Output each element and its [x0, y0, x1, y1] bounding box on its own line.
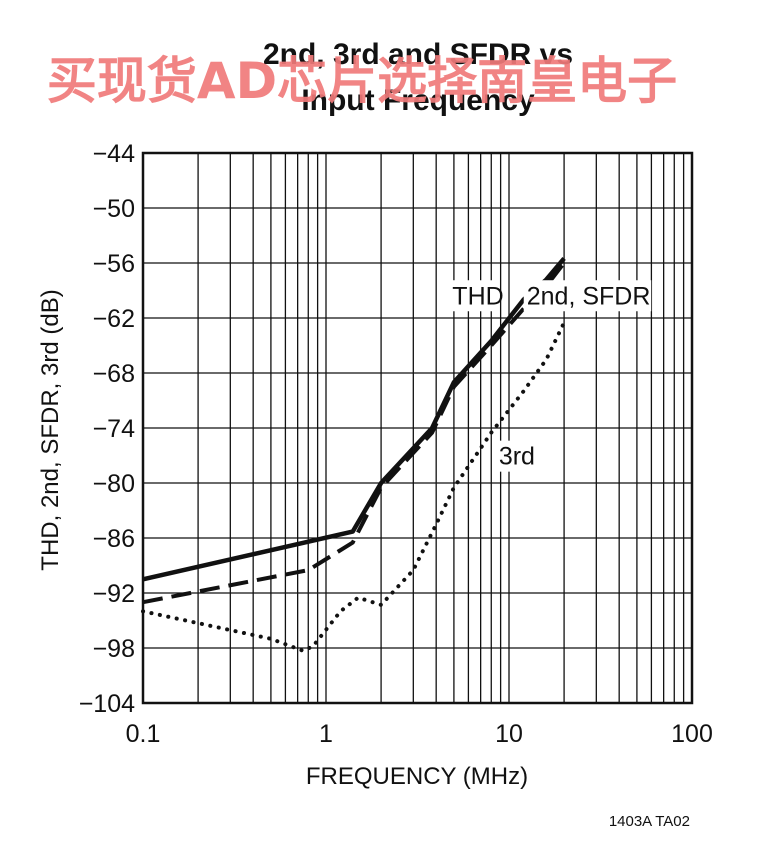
- series-label-background: [449, 280, 496, 312]
- grid: [143, 153, 692, 703]
- y-tick-label: −68: [93, 360, 135, 388]
- y-tick-label: −56: [93, 250, 135, 278]
- series-label: THD: [452, 282, 503, 310]
- series-label-background: [495, 440, 543, 472]
- x-axis-label: FREQUENCY (MHz): [306, 763, 528, 790]
- y-tick-label: −92: [93, 580, 135, 608]
- series-label: 2nd, SFDR: [527, 282, 651, 310]
- series-labels: THD 2nd, SFDR 3rd: [449, 280, 652, 472]
- x-tick-label: 10: [495, 720, 523, 748]
- chart-title-line-1: 2nd, 3rd and SFDR vs: [263, 38, 573, 71]
- watermark-text: 买现货AD芯片选择南皇电子: [47, 52, 677, 110]
- chart-title-line-2: Input Frequency: [301, 84, 535, 117]
- x-tick-label: 0.1: [126, 720, 161, 748]
- series-label: 3rd: [499, 443, 535, 471]
- plot-frame: [141, 151, 694, 705]
- series-label-background: [523, 280, 652, 312]
- y-tick-label: −104: [79, 690, 135, 718]
- x-tick-label: 100: [671, 720, 713, 748]
- y-tick-label: −62: [93, 305, 135, 333]
- y-tick-label: −80: [93, 470, 135, 498]
- y-tick-label: −74: [93, 415, 136, 443]
- y-tick-label: −86: [93, 525, 135, 553]
- y-tick-label: −44: [93, 140, 136, 168]
- y-axis-label: THD, 2nd, SFDR, 3rd (dB): [37, 289, 64, 570]
- x-tick-label: 1: [319, 720, 333, 748]
- series-line-3rd: [141, 320, 567, 653]
- y-tick-label: −50: [93, 195, 135, 223]
- figure-code: 1403A TA02: [609, 813, 690, 830]
- y-tick-label: −98: [93, 635, 135, 663]
